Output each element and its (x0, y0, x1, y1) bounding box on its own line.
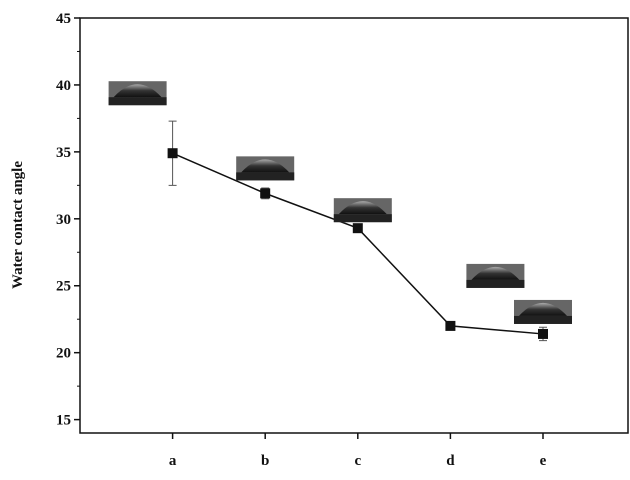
plot-frame (79, 17, 629, 434)
droplet-base (236, 172, 295, 181)
x-tick-label: b (261, 453, 269, 469)
droplet (519, 302, 567, 316)
x-tick-label: c (354, 453, 361, 469)
droplet (471, 266, 520, 280)
droplet-base (466, 279, 525, 288)
marker (167, 148, 178, 159)
marker (352, 223, 363, 234)
y-tick-label: 30 (56, 212, 71, 228)
droplet-base (108, 97, 167, 106)
marker (445, 320, 456, 331)
droplet (241, 159, 290, 173)
droplet (338, 201, 387, 215)
y-tick-label: 15 (56, 413, 71, 429)
y-axis-label: Water contact angle (10, 161, 26, 289)
y-tick-label: 40 (56, 78, 71, 94)
y-tick-label: 45 (56, 11, 71, 27)
droplet-base (514, 315, 572, 324)
x-tick-label: e (540, 453, 547, 469)
x-tick-label: a (169, 453, 177, 469)
line (172, 152, 544, 335)
y-tick-label: 25 (56, 279, 71, 295)
y-tick-label: 35 (56, 145, 71, 161)
y-tick-label: 20 (56, 346, 71, 362)
droplet (113, 84, 162, 98)
marker (538, 328, 548, 339)
droplet-base (333, 214, 392, 223)
x-tick-label: d (446, 453, 455, 469)
marker (260, 188, 271, 199)
